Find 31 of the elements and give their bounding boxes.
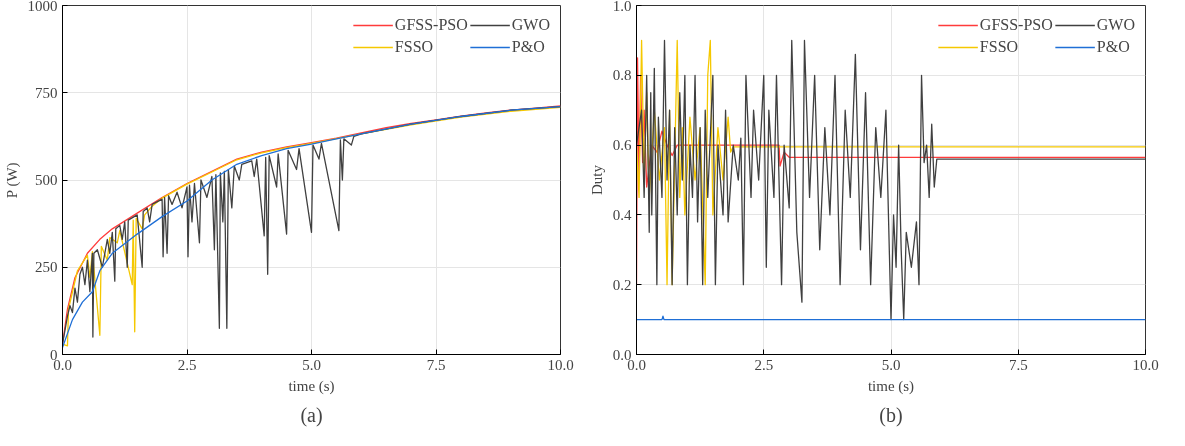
y-tick-label: 1.0 bbox=[612, 0, 632, 14]
text: (a) bbox=[300, 403, 323, 427]
legend-label: GFSS-PSO bbox=[394, 16, 468, 34]
legend-label: P&O bbox=[1096, 38, 1130, 56]
x-tick-label: 2.5 bbox=[177, 356, 197, 373]
x-axis-title: time (s) bbox=[867, 377, 915, 395]
legend-label: GWO bbox=[1096, 16, 1135, 34]
x-tick-label: 7.5 bbox=[1008, 356, 1028, 373]
text: (b) bbox=[879, 403, 903, 427]
y-tick-label: 0.8 bbox=[612, 67, 632, 84]
y-tick-label: 0.6 bbox=[612, 137, 632, 154]
legend-label: GWO bbox=[511, 16, 550, 34]
y-tick-label: 500 bbox=[35, 172, 58, 188]
legend-label: FSSO bbox=[979, 38, 1019, 56]
x-axis-title: time (s) bbox=[288, 377, 335, 395]
x-tick-label: 2.5 bbox=[754, 356, 774, 373]
x-tick-label: 5.0 bbox=[302, 356, 321, 373]
x-tick-label: 10.0 bbox=[547, 356, 574, 373]
y-tick-label: 250 bbox=[35, 259, 58, 276]
x-tick-label: 10.0 bbox=[1132, 356, 1159, 373]
x-tick-label: 5.0 bbox=[881, 356, 901, 373]
y-tick-label: 0.4 bbox=[612, 206, 632, 223]
y-tick-label: 1000 bbox=[27, 0, 58, 14]
y-axis-title: P (W) bbox=[3, 162, 21, 199]
x-tick-label: 7.5 bbox=[426, 356, 446, 373]
legend-label: FSSO bbox=[394, 38, 434, 56]
legend-label: P&O bbox=[511, 38, 545, 56]
legend-label: GFSS-PSO bbox=[979, 16, 1053, 34]
y-tick-label: 0.2 bbox=[612, 276, 632, 293]
y-axis-title: Duty bbox=[588, 164, 605, 195]
y-tick-label: 750 bbox=[35, 84, 58, 101]
